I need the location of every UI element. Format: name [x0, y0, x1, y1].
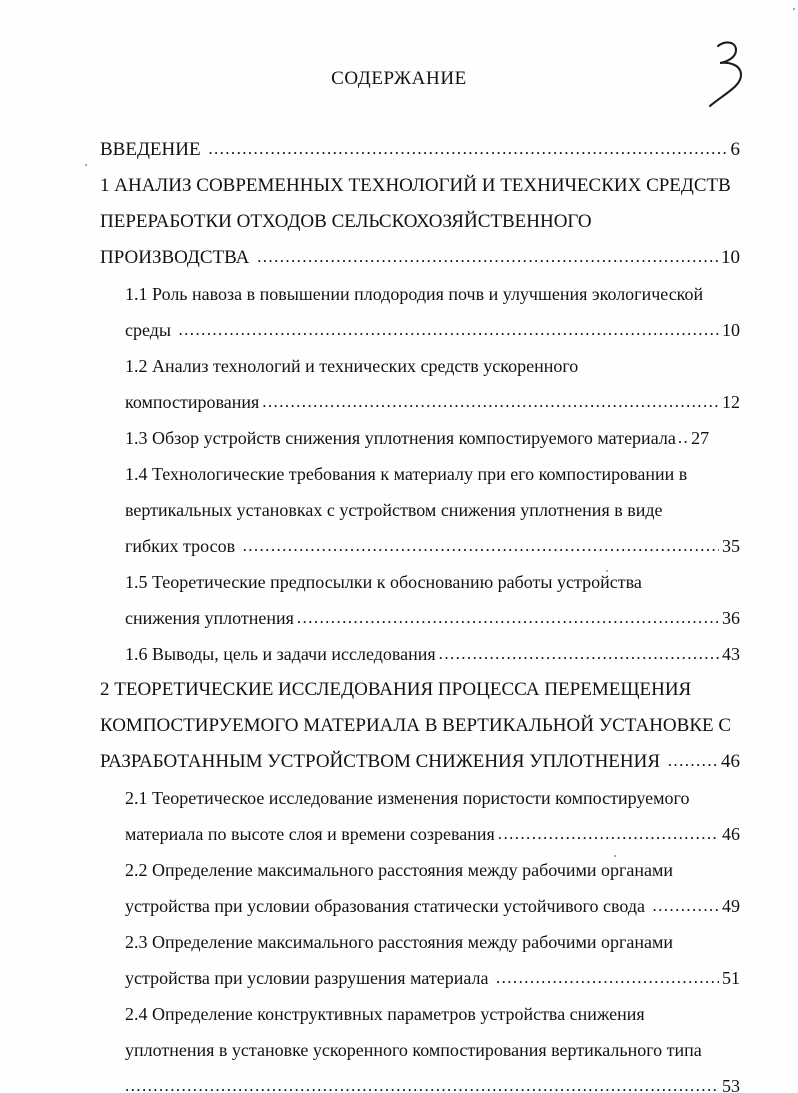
- toc-entry-line: вертикальных установках с устройством сн…: [125, 500, 663, 520]
- toc-entry[interactable]: 2.1 Теоретическое исследование изменения…: [100, 780, 740, 852]
- toc-entry[interactable]: 1.3 Обзор устройств снижения уплотнения …: [100, 420, 740, 456]
- toc-entry[interactable]: 1.1 Роль навоза в повышении плодородия п…: [100, 276, 740, 348]
- toc-page-number: 36: [722, 608, 740, 628]
- toc-entry-tail: материала по высоте слоя и времени созре…: [125, 816, 740, 852]
- toc-page-number: 27: [691, 428, 710, 448]
- scan-speckle: [606, 570, 608, 572]
- toc-dot-leader: [262, 384, 719, 420]
- toc-entry-tail: 53: [125, 1068, 740, 1093]
- toc-entry-line: 2.1 Теоретическое исследование изменения…: [125, 788, 690, 808]
- toc-page-number: 51: [722, 968, 740, 988]
- toc-entry-line: 2 ТЕОРЕТИЧЕСКИЕ ИССЛЕДОВАНИЯ ПРОЦЕССА ПЕ…: [100, 679, 692, 700]
- toc-entry-tail: устройства при условии образования стати…: [125, 888, 740, 924]
- toc-dot-leader: [439, 636, 719, 672]
- toc-entry[interactable]: 1.6 Выводы, цель и задачи исследования 43: [100, 636, 740, 672]
- toc-dot-leader: [208, 132, 727, 167]
- toc-entry[interactable]: 2.3 Определение максимального расстояния…: [100, 924, 740, 996]
- toc-dot-leader: [125, 1068, 719, 1093]
- toc-entry-tail: 1.6 Выводы, цель и задачи исследования 43: [125, 636, 740, 672]
- toc-entry-tail: 1.3 Обзор устройств снижения уплотнения …: [125, 420, 740, 456]
- handwritten-page-mark: [706, 36, 766, 114]
- toc-entry-label: компостирования: [125, 392, 260, 412]
- toc-entry-line: 2.3 Определение максимального расстояния…: [125, 932, 674, 952]
- toc-dot-leader: [678, 420, 689, 456]
- toc-entry-tail: гибких тросов 35: [125, 528, 740, 564]
- toc-entry-label: ВВЕДЕНИЕ: [100, 139, 206, 160]
- toc-entry-line: 1.5 Теоретические предпосылки к обоснова…: [125, 572, 642, 592]
- toc-entry[interactable]: 2 ТЕОРЕТИЧЕСКИЕ ИССЛЕДОВАНИЯ ПРОЦЕССА ПЕ…: [100, 672, 740, 780]
- toc-entry[interactable]: 1.5 Теоретические предпосылки к обоснова…: [100, 564, 740, 636]
- toc-entry-line: 2.4 Определение конструктивных параметро…: [125, 1004, 645, 1024]
- toc-entry-line: 1.4 Технологические требования к материа…: [125, 464, 688, 484]
- toc-entry-tail: РАЗРАБОТАННЫМ УСТРОЙСТВОМ СНИЖЕНИЯ УПЛОТ…: [100, 744, 740, 780]
- toc-entry[interactable]: 2.4 Определение конструктивных параметро…: [100, 996, 740, 1093]
- scan-speckle: [614, 855, 616, 857]
- toc-page-number: 46: [721, 751, 740, 772]
- toc-dot-leader: [652, 888, 719, 924]
- page-title: СОДЕРЖАНИЕ: [331, 68, 467, 89]
- toc-entry-label: гибких тросов: [125, 536, 240, 556]
- toc-entry-line: 2.2 Определение максимального расстояния…: [125, 860, 674, 880]
- toc-entry-line: КОМПОСТИРУЕМОГО МАТЕРИАЛА В ВЕРТИКАЛЬНОЙ…: [100, 715, 732, 736]
- toc-dot-leader: [498, 816, 719, 852]
- toc-entry-line: 1.1 Роль навоза в повышении плодородия п…: [125, 284, 704, 304]
- toc-entry[interactable]: 1.2 Анализ технологий и технических сред…: [100, 348, 740, 420]
- toc-entry-label: устройства при условии образования стати…: [125, 896, 650, 916]
- toc-dot-leader: [668, 744, 718, 779]
- toc-entry[interactable]: 2.2 Определение максимального расстояния…: [100, 852, 740, 924]
- toc-entry-label: материала по высоте слоя и времени созре…: [125, 824, 495, 844]
- toc-entry-label: 1.6 Выводы, цель и задачи исследования: [125, 644, 436, 664]
- toc-dot-leader: [496, 960, 719, 996]
- toc-page-number: 10: [721, 247, 740, 268]
- toc-dot-leader: [257, 240, 718, 275]
- toc-entry-label: среды: [125, 320, 176, 340]
- toc-page-number: 43: [722, 644, 740, 664]
- toc-entry-tail: снижения уплотнения 36: [125, 600, 740, 636]
- toc-entry-tail: ПРОИЗВОДСТВА 10: [100, 240, 740, 276]
- toc-entry-line: 1 АНАЛИЗ СОВРЕМЕННЫХ ТЕХНОЛОГИЙ И ТЕХНИЧ…: [100, 175, 731, 196]
- toc-page-number: 6: [730, 139, 741, 160]
- toc-dot-leader: [297, 600, 719, 636]
- toc-page-number: 10: [722, 320, 740, 340]
- table-of-contents: ВВЕДЕНИЕ 6 1 АНАЛИЗ СОВРЕМЕННЫХ ТЕХНОЛОГИ…: [100, 132, 740, 1093]
- toc-page-number: 35: [722, 536, 740, 556]
- toc-entry-label: устройства при условии разрушения матери…: [125, 968, 493, 988]
- toc-entry-tail: устройства при условии разрушения матери…: [125, 960, 740, 996]
- toc-entry-tail: компостирования 12: [125, 384, 740, 420]
- toc-entry[interactable]: 1.4 Технологические требования к материа…: [100, 456, 740, 564]
- toc-entry-line: 1.2 Анализ технологий и технических сред…: [125, 356, 579, 376]
- toc-entry-label: РАЗРАБОТАННЫМ УСТРОЙСТВОМ СНИЖЕНИЯ УПЛОТ…: [100, 751, 665, 772]
- toc-entry[interactable]: 1 АНАЛИЗ СОВРЕМЕННЫХ ТЕХНОЛОГИЙ И ТЕХНИЧ…: [100, 168, 740, 276]
- toc-entry-line: уплотнения в установке ускоренного компо…: [125, 1040, 702, 1060]
- toc-page-number: 53: [722, 1076, 740, 1093]
- toc-entry-label: 1.3 Обзор устройств снижения уплотнения …: [125, 428, 676, 448]
- toc-entry-line: ПЕРЕРАБОТКИ ОТХОДОВ СЕЛЬСКОХОЗЯЙСТВЕННОГ…: [100, 211, 592, 232]
- toc-dot-leader: [243, 528, 719, 564]
- toc-dot-leader: [179, 312, 720, 348]
- toc-page-number: 46: [722, 824, 740, 844]
- toc-entry-label: ПРОИЗВОДСТВА: [100, 247, 255, 268]
- toc-entry[interactable]: ВВЕДЕНИЕ 6: [100, 132, 740, 168]
- toc-page-number: 49: [722, 896, 740, 916]
- scan-speckle: [85, 164, 87, 166]
- scan-speckle: [793, 8, 795, 10]
- toc-entry-tail: среды 10: [125, 312, 740, 348]
- toc-entry-label: снижения уплотнения: [125, 608, 294, 628]
- toc-entry-tail: ВВЕДЕНИЕ 6: [100, 132, 740, 168]
- toc-page-number: 12: [722, 392, 740, 412]
